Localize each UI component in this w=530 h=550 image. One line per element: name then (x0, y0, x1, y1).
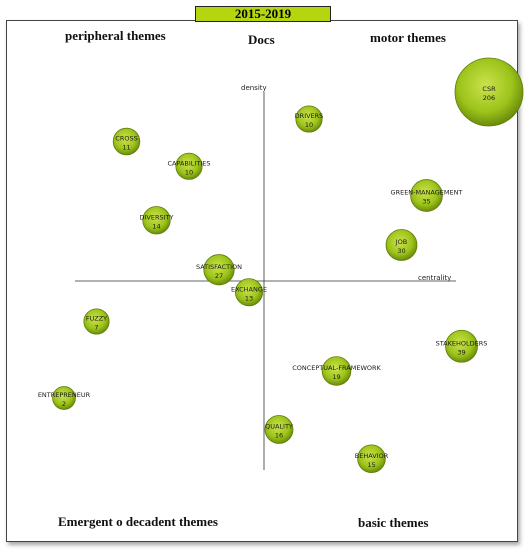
bubble-label: CSR (482, 85, 496, 93)
bubble-value: 206 (483, 94, 495, 102)
bubble-label: DIVERSITY (140, 213, 174, 221)
bubble-value: 27 (215, 272, 223, 280)
bubble-circle (175, 152, 203, 180)
y-axis-label: density (241, 84, 267, 92)
bubble-label: JOB (395, 238, 408, 246)
bubble-value: 35 (422, 198, 430, 206)
bubble-label: SATISFACTION (196, 263, 242, 271)
bubble-label: CONCEPTUAL-FRAMEWORK (292, 364, 381, 372)
bubble-value: 30 (397, 247, 405, 255)
bubble-label: GREEN-MANAGEMENT (391, 189, 463, 197)
bubble-circle (83, 308, 110, 335)
bubble-circle (203, 254, 235, 286)
bubble-label: DRIVERS (295, 112, 324, 120)
bubble-value: 16 (275, 432, 283, 440)
quadrant-label-peripheral: peripheral themes (65, 28, 166, 43)
bubble-label: QUALITY (265, 423, 293, 431)
bubble-value: 14 (152, 222, 160, 230)
bubble-label: CROSS (115, 135, 137, 143)
quadrant-label-motor: motor themes (370, 30, 446, 45)
bubble-circle (264, 415, 294, 444)
bubble-circle (445, 329, 478, 363)
bubble-label: FUZZY (86, 315, 107, 323)
bubble-label: CAPABILITIES (168, 159, 211, 167)
chart-title: Docs (248, 32, 275, 47)
bubble-label: BEHAVIOR (355, 452, 389, 460)
bubble-circle (295, 105, 323, 133)
bubble-label: STAKEHOLDERS (436, 339, 488, 347)
period-badge: 2015-2019 (195, 6, 331, 22)
bubble-circle (112, 127, 141, 156)
bubble-value: 10 (185, 168, 193, 176)
bubble-circle (142, 206, 171, 235)
bubble-value: 10 (305, 121, 313, 129)
bubble-value: 2 (62, 400, 66, 408)
bubble-label: ENTREPRENEUR (38, 391, 91, 399)
bubble-layer: CSR206DRIVERS10CROSS11CAPABILITIES10GREE… (38, 57, 524, 474)
bubble-value: 13 (245, 294, 253, 302)
bubble-circle (410, 179, 443, 212)
bubble-value: 19 (332, 373, 340, 381)
quadrant-label-basic: basic themes (358, 515, 429, 530)
bubble-value: 15 (367, 461, 375, 469)
bubble-value: 7 (94, 324, 98, 332)
bubble-circle (52, 386, 76, 410)
bubble-circle (234, 278, 264, 307)
bubble-circle (321, 356, 352, 386)
bubble-circle (357, 444, 386, 474)
bubble-value: 11 (122, 144, 130, 152)
bubble-value: 39 (457, 348, 465, 356)
x-axis-label: centrality (418, 274, 451, 282)
quadrant-label-emergent: Emergent o decadent themes (58, 514, 218, 529)
bubble-circle (454, 57, 524, 127)
bubble-label: EXCHANGE (231, 285, 267, 293)
bubble-circle (385, 229, 418, 261)
